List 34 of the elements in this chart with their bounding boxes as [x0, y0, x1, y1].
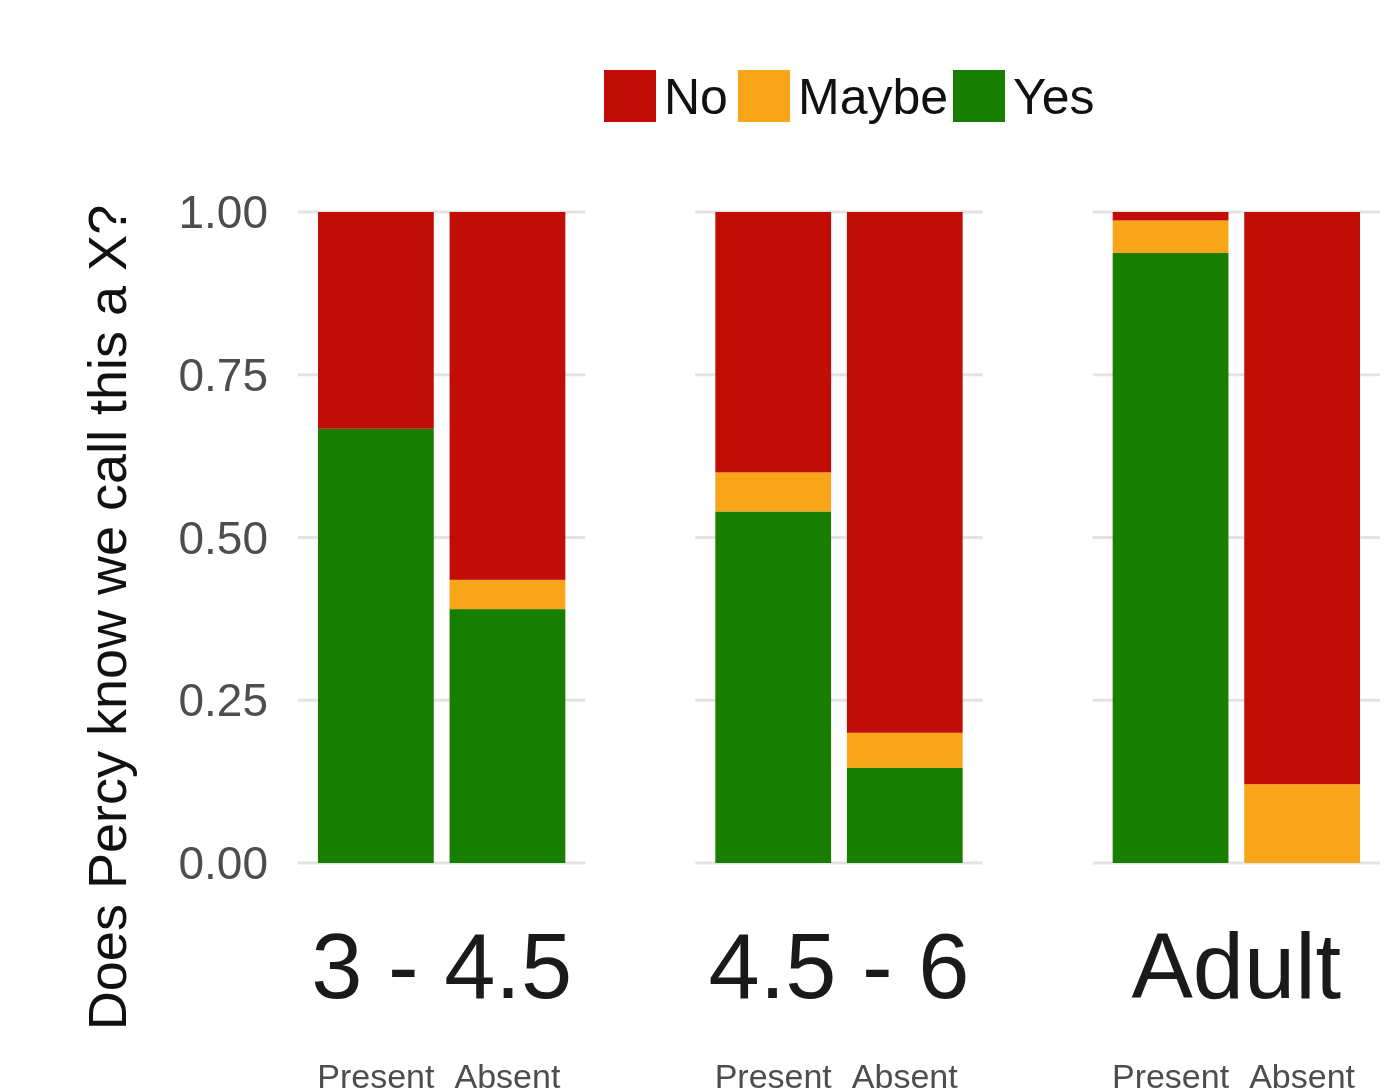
bar: [318, 428, 434, 863]
bar: [1244, 784, 1360, 863]
bar: [318, 212, 434, 429]
bar: [715, 212, 832, 473]
bar: [1112, 212, 1229, 221]
bar: [846, 767, 963, 863]
text: Adult: [1131, 915, 1342, 1017]
x-tick-label: Present: [317, 1057, 436, 1092]
bar: [1244, 212, 1360, 785]
y-tick-label: 0.00: [178, 837, 268, 890]
x-tick-label: Present: [1111, 1057, 1230, 1092]
legend-label: Yes: [1013, 69, 1095, 125]
y-tick-label: 0.25: [178, 674, 268, 727]
y-tick-label: 0.50: [178, 511, 268, 564]
bar: [846, 212, 963, 733]
x-tick-label: Absent: [454, 1057, 561, 1092]
x-tick-label: Absent: [1249, 1057, 1356, 1092]
bar: [449, 579, 566, 610]
legend-label: Maybe: [798, 69, 949, 125]
y-tick-label: 0.75: [178, 348, 268, 401]
bar: [1112, 220, 1229, 254]
x-tick-label: Absent: [851, 1057, 959, 1092]
text: 3 - 4.5: [311, 915, 573, 1017]
bar: [715, 511, 832, 863]
y-tick-label: 1.00: [178, 186, 268, 239]
x-tick-label: Present: [714, 1057, 833, 1092]
bar: [846, 732, 963, 768]
bar: [449, 609, 566, 863]
bar: [1112, 253, 1229, 863]
text: 4.5 - 6: [708, 915, 970, 1017]
bar: [449, 212, 566, 580]
y-axis-title: Does Percy know we call this a X?: [77, 204, 137, 1031]
legend-label: No: [664, 69, 728, 125]
bar: [715, 472, 832, 512]
